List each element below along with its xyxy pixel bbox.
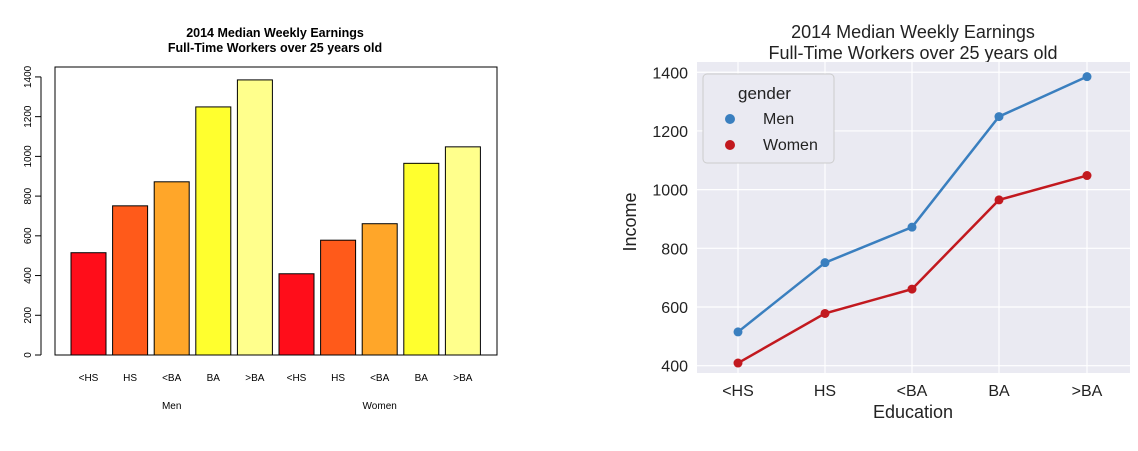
bar-x-tick-label: <BA	[370, 373, 390, 384]
line-y-axis-label: Income	[620, 192, 640, 251]
bar-x-tick-label: <HS	[79, 373, 99, 384]
bar	[403, 162, 440, 356]
bar-y-tick-label: 1000	[23, 145, 34, 168]
data-point-women	[820, 308, 830, 318]
line-x-tick-label: BA	[988, 383, 1010, 400]
line-series	[733, 72, 1092, 368]
bar-group-label: Women	[363, 401, 397, 412]
bar-x-tick-label: HS	[331, 373, 345, 384]
bar	[320, 239, 357, 356]
legend-title: gender	[738, 84, 791, 103]
data-point-men	[1082, 72, 1092, 82]
bar	[153, 181, 190, 356]
bar-chart-subtitle: Full-Time Workers over 25 years old	[168, 41, 382, 55]
bar	[444, 146, 481, 356]
bar-x-tick-labels: <HS HS <BA BA >BA <HS HS <BA BA >BA	[79, 373, 473, 384]
legend-marker-women	[725, 140, 735, 150]
bar	[278, 273, 315, 356]
line-x-tick-labels: <HS HS <BA BA >BA	[722, 383, 1102, 400]
legend-label-men: Men	[763, 111, 794, 128]
data-point-men	[733, 327, 743, 337]
line-y-tick-label: 1000	[652, 183, 688, 200]
line-y-tick-labels: 400 600 800 1000 1200 1400	[652, 65, 688, 375]
bar-x-tick-label: <HS	[287, 373, 307, 384]
line-y-tick-label: 1400	[652, 65, 688, 82]
data-point-men	[820, 258, 830, 268]
bar-y-axis: 0 200 400 600 800 1000 1200 1400	[23, 65, 42, 358]
line-x-tick-label: <HS	[722, 383, 754, 400]
bar-y-tick-label: 400	[23, 267, 34, 284]
bar	[361, 223, 398, 356]
bar-y-tick-label: 1400	[23, 65, 34, 88]
bar-x-tick-label: >BA	[245, 373, 265, 384]
bar-y-tick-label: 0	[23, 352, 34, 358]
line-chart-subtitle: Full-Time Workers over 25 years old	[768, 43, 1057, 63]
line-x-tick-label: <BA	[897, 383, 928, 400]
data-point-women	[994, 195, 1004, 205]
bar-y-tick-label: 600	[23, 227, 34, 244]
bar-x-tick-label: <BA	[162, 373, 182, 384]
bar	[236, 79, 273, 356]
line-x-tick-label: >BA	[1072, 383, 1103, 400]
line-legend: gender Men Women	[702, 73, 835, 164]
line-chart-title: 2014 Median Weekly Earnings	[791, 22, 1035, 42]
line-y-tick-label: 800	[661, 241, 688, 258]
bar-y-tick-label: 1200	[23, 105, 34, 128]
data-point-men	[907, 222, 917, 232]
bar-group-labels: Men Women	[162, 401, 397, 412]
bar-x-tick-label: >BA	[453, 373, 473, 384]
line-x-tick-label: HS	[814, 383, 836, 400]
bar-group-label: Men	[162, 401, 181, 412]
data-point-men	[994, 112, 1004, 122]
bar-chart: 2014 Median Weekly Earnings Full-Time Wo…	[23, 26, 498, 412]
data-point-women	[733, 358, 743, 368]
line-y-tick-label: 600	[661, 300, 688, 317]
bar-chart-title: 2014 Median Weekly Earnings	[186, 26, 364, 40]
bar-x-tick-label: BA	[415, 373, 429, 384]
legend-label-women: Women	[763, 137, 818, 154]
bar-y-tick-label: 200	[23, 306, 34, 323]
line-y-tick-label: 400	[661, 359, 688, 376]
line-chart: 2014 Median Weekly Earnings Full-Time Wo…	[620, 22, 1130, 422]
bar-x-tick-label: HS	[123, 373, 137, 384]
data-point-women	[1082, 171, 1092, 181]
legend-marker-men	[725, 114, 735, 124]
line-y-tick-label: 1200	[652, 124, 688, 141]
bar-plot-frame	[54, 66, 498, 356]
bar	[195, 106, 232, 356]
bar-y-tick-label: 800	[23, 187, 34, 204]
bar	[112, 205, 149, 356]
bar-x-tick-label: BA	[207, 373, 221, 384]
bar	[70, 252, 107, 356]
legend-box	[702, 73, 835, 164]
bar-series	[70, 79, 481, 356]
line-x-axis-label: Education	[873, 402, 953, 422]
data-point-women	[907, 284, 917, 294]
